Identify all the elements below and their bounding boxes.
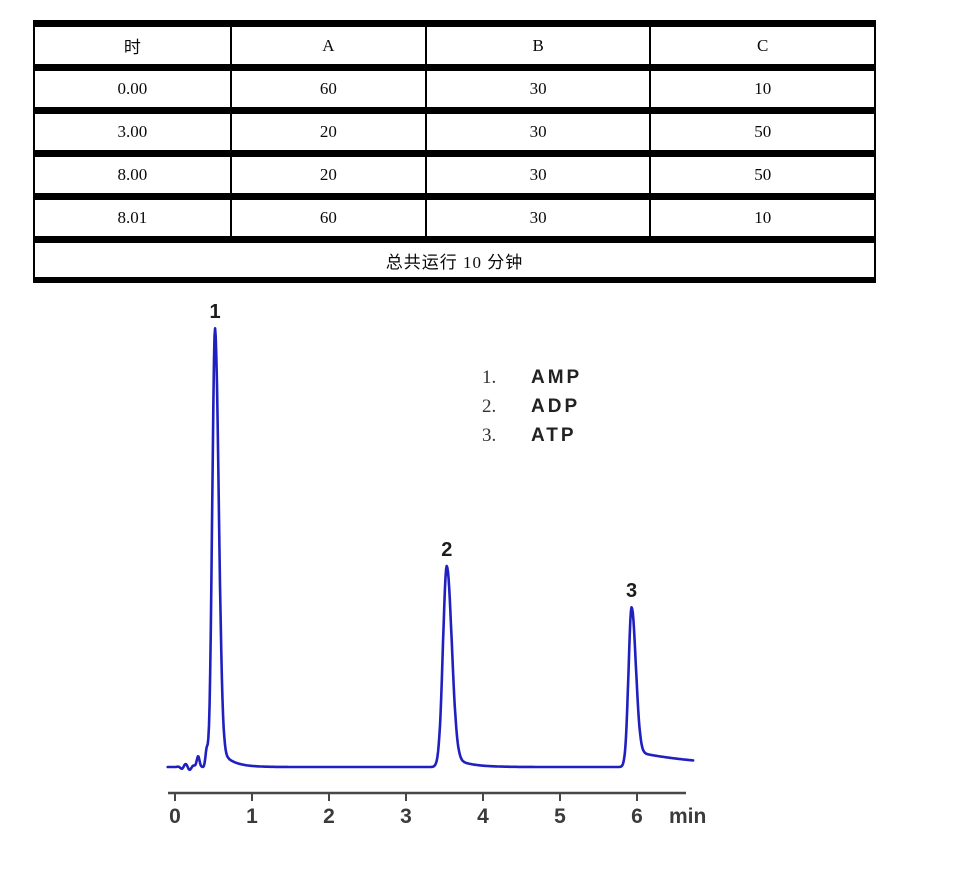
cell-a: 20 [229, 110, 426, 157]
chromatogram-trace [166, 326, 695, 772]
legend-item-atp: 3. ATP [482, 425, 582, 454]
header-b: B [424, 23, 651, 71]
peak-legend: 1. AMP 2. ADP 3. ATP [482, 367, 582, 454]
x-tick-label: 4 [477, 805, 489, 828]
cell-c: 10 [649, 196, 875, 243]
cell-b: 30 [424, 110, 651, 157]
legend-item-amp: 1. AMP [482, 367, 582, 396]
table-header-row: 时 A B C [34, 23, 875, 71]
cell-time: 0.00 [34, 67, 231, 114]
cell-a: 60 [229, 67, 426, 114]
legend-compound: ADP [531, 396, 581, 417]
table-row: 8.00 20 30 50 [34, 153, 875, 200]
x-tick-label: 3 [400, 805, 412, 828]
chromatogram-plot: 0 1 2 3 4 5 6 min 1 2 3 [166, 301, 706, 828]
legend-marker: 3. [482, 425, 497, 446]
legend-item-adp: 2. ADP [482, 396, 582, 425]
legend-marker: 2. [482, 396, 497, 417]
table-footer-row: 总共运行 10 分钟 [34, 240, 875, 281]
cell-b: 30 [424, 153, 651, 200]
cell-time: 3.00 [34, 110, 231, 157]
cell-b: 30 [424, 67, 651, 114]
cell-c: 50 [649, 110, 875, 157]
peak-label-atp: 3 [626, 580, 637, 602]
x-tick-label: 0 [169, 805, 181, 828]
cell-b: 30 [424, 196, 651, 243]
gradient-table: 时 A B C 0.00 60 30 10 3.00 20 30 50 8.00… [33, 20, 876, 283]
table-row: 3.00 20 30 50 [34, 110, 875, 157]
header-time: 时 [34, 23, 231, 71]
total-runtime-note: 总共运行 10 分钟 [385, 252, 524, 272]
cell-c: 50 [649, 153, 875, 200]
legend-compound: AMP [531, 367, 583, 388]
cell-c: 10 [649, 67, 875, 114]
x-tick-label: 5 [554, 805, 566, 828]
cell-a: 60 [229, 196, 426, 243]
legend-compound: ATP [531, 425, 577, 446]
peak-label-adp: 2 [441, 539, 452, 561]
table-row: 0.00 60 30 10 [34, 67, 875, 114]
peak-label-amp: 1 [209, 301, 220, 323]
legend-marker: 1. [482, 367, 497, 388]
x-tick-label: 6 [631, 805, 643, 828]
x-tick-label: 1 [246, 805, 258, 828]
table-row: 8.01 60 30 10 [34, 196, 875, 243]
cell-time: 8.00 [34, 153, 231, 200]
header-c: C [649, 23, 875, 71]
x-tick-label: 2 [323, 805, 335, 828]
x-axis-unit-label: min [669, 805, 706, 828]
header-a: A [229, 23, 426, 71]
cell-a: 20 [229, 153, 426, 200]
cell-time: 8.01 [34, 196, 231, 243]
